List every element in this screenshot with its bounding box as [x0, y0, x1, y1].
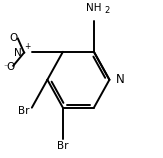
Text: ⁻: ⁻ [4, 62, 8, 71]
Text: +: + [24, 42, 30, 51]
Text: Br: Br [57, 141, 69, 152]
Text: N: N [116, 73, 124, 86]
Text: O: O [9, 33, 17, 43]
Text: NH: NH [86, 3, 102, 13]
Text: Br: Br [18, 106, 30, 116]
Text: 2: 2 [105, 6, 110, 15]
Text: N: N [14, 48, 22, 58]
Text: O: O [6, 62, 14, 72]
